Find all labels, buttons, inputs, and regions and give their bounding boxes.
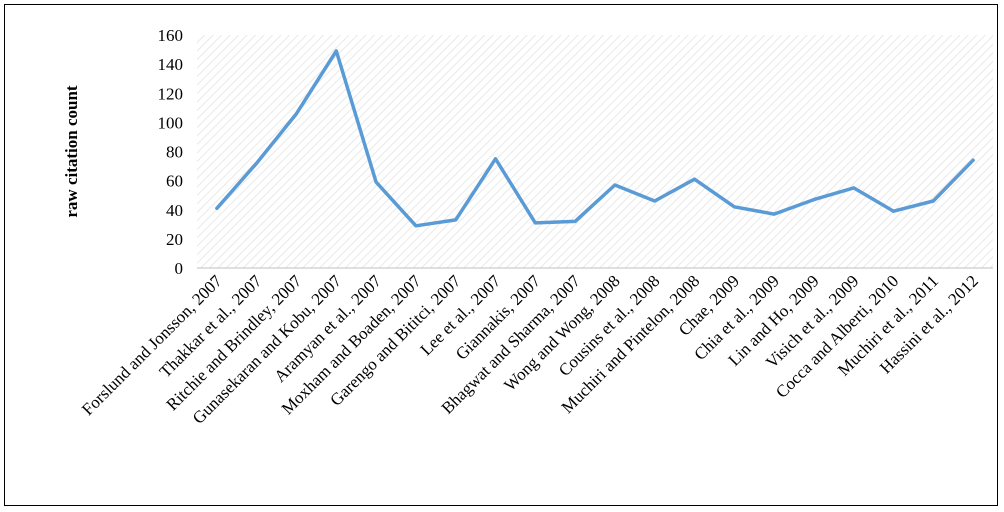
- y-tick-label: 0: [175, 259, 184, 278]
- data-point: [653, 199, 657, 203]
- y-tick-label: 60: [166, 172, 183, 191]
- data-point: [414, 224, 418, 228]
- data-points: [215, 49, 975, 228]
- data-point: [255, 161, 259, 165]
- data-point: [334, 49, 338, 53]
- data-point: [374, 180, 378, 184]
- data-point: [732, 205, 736, 209]
- y-tick-label: 20: [166, 230, 183, 249]
- y-tick-label: 120: [158, 84, 184, 103]
- series-line: [215, 49, 975, 228]
- y-tick-label: 80: [166, 143, 183, 162]
- y-tick-label: 140: [158, 55, 184, 74]
- data-point: [613, 183, 617, 187]
- y-tick-label: 100: [158, 113, 184, 132]
- data-point: [494, 157, 497, 161]
- data-point: [295, 112, 298, 116]
- data-point: [215, 206, 219, 210]
- data-point: [971, 158, 975, 162]
- plot-area: [197, 35, 993, 268]
- line-chart: 0 20 40 60 80 100 120 140 160 Forslund and Jonss…: [62, 26, 993, 428]
- data-point: [693, 177, 696, 181]
- y-tick-label: 40: [166, 201, 183, 220]
- data-point: [931, 199, 935, 203]
- data-point: [812, 198, 816, 202]
- data-point: [892, 209, 895, 213]
- data-point: [533, 221, 537, 225]
- data-point: [573, 219, 577, 223]
- y-axis-ticks: 0 20 40 60 80 100 120 140 160: [158, 26, 184, 278]
- data-point: [454, 218, 458, 222]
- data-point: [852, 186, 856, 190]
- chart-frame: 0 20 40 60 80 100 120 140 160 Forslund and Jonss…: [4, 4, 998, 506]
- y-axis-title: raw citation count: [62, 85, 81, 218]
- y-tick-label: 160: [158, 26, 184, 45]
- data-point: [772, 212, 776, 216]
